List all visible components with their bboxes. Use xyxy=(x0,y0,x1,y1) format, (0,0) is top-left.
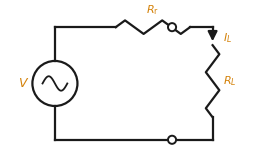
Text: $V$: $V$ xyxy=(18,77,29,90)
Circle shape xyxy=(168,136,176,144)
Text: $R_L$: $R_L$ xyxy=(223,74,236,88)
Text: $I_L$: $I_L$ xyxy=(223,31,232,45)
Circle shape xyxy=(168,23,176,31)
Text: $R_\mathrm{r}$: $R_\mathrm{r}$ xyxy=(146,3,160,17)
